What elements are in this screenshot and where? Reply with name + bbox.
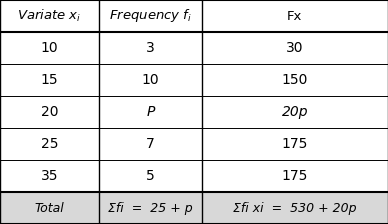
Text: 35: 35 (41, 169, 58, 183)
Text: 7: 7 (146, 137, 155, 151)
Text: Σfi  =  25 + p: Σfi = 25 + p (108, 202, 193, 215)
Text: 3: 3 (146, 41, 155, 55)
Text: 175: 175 (282, 169, 308, 183)
Text: 20p: 20p (282, 105, 308, 119)
Text: Total: Total (35, 202, 64, 215)
Text: 10: 10 (41, 41, 58, 55)
Text: Σfi xi  =  530 + 20p: Σfi xi = 530 + 20p (233, 202, 357, 215)
Text: P: P (146, 105, 154, 119)
Text: Frequency $f_i$: Frequency $f_i$ (109, 7, 192, 24)
Text: 10: 10 (142, 73, 159, 87)
Text: 30: 30 (286, 41, 304, 55)
Text: 20: 20 (41, 105, 58, 119)
Text: 15: 15 (41, 73, 58, 87)
Text: 5: 5 (146, 169, 155, 183)
Text: 150: 150 (282, 73, 308, 87)
Text: Fx: Fx (287, 9, 303, 22)
Text: 175: 175 (282, 137, 308, 151)
Text: Variate $x_i$: Variate $x_i$ (17, 8, 81, 24)
Text: 25: 25 (41, 137, 58, 151)
Bar (0, 192, 388, 224)
